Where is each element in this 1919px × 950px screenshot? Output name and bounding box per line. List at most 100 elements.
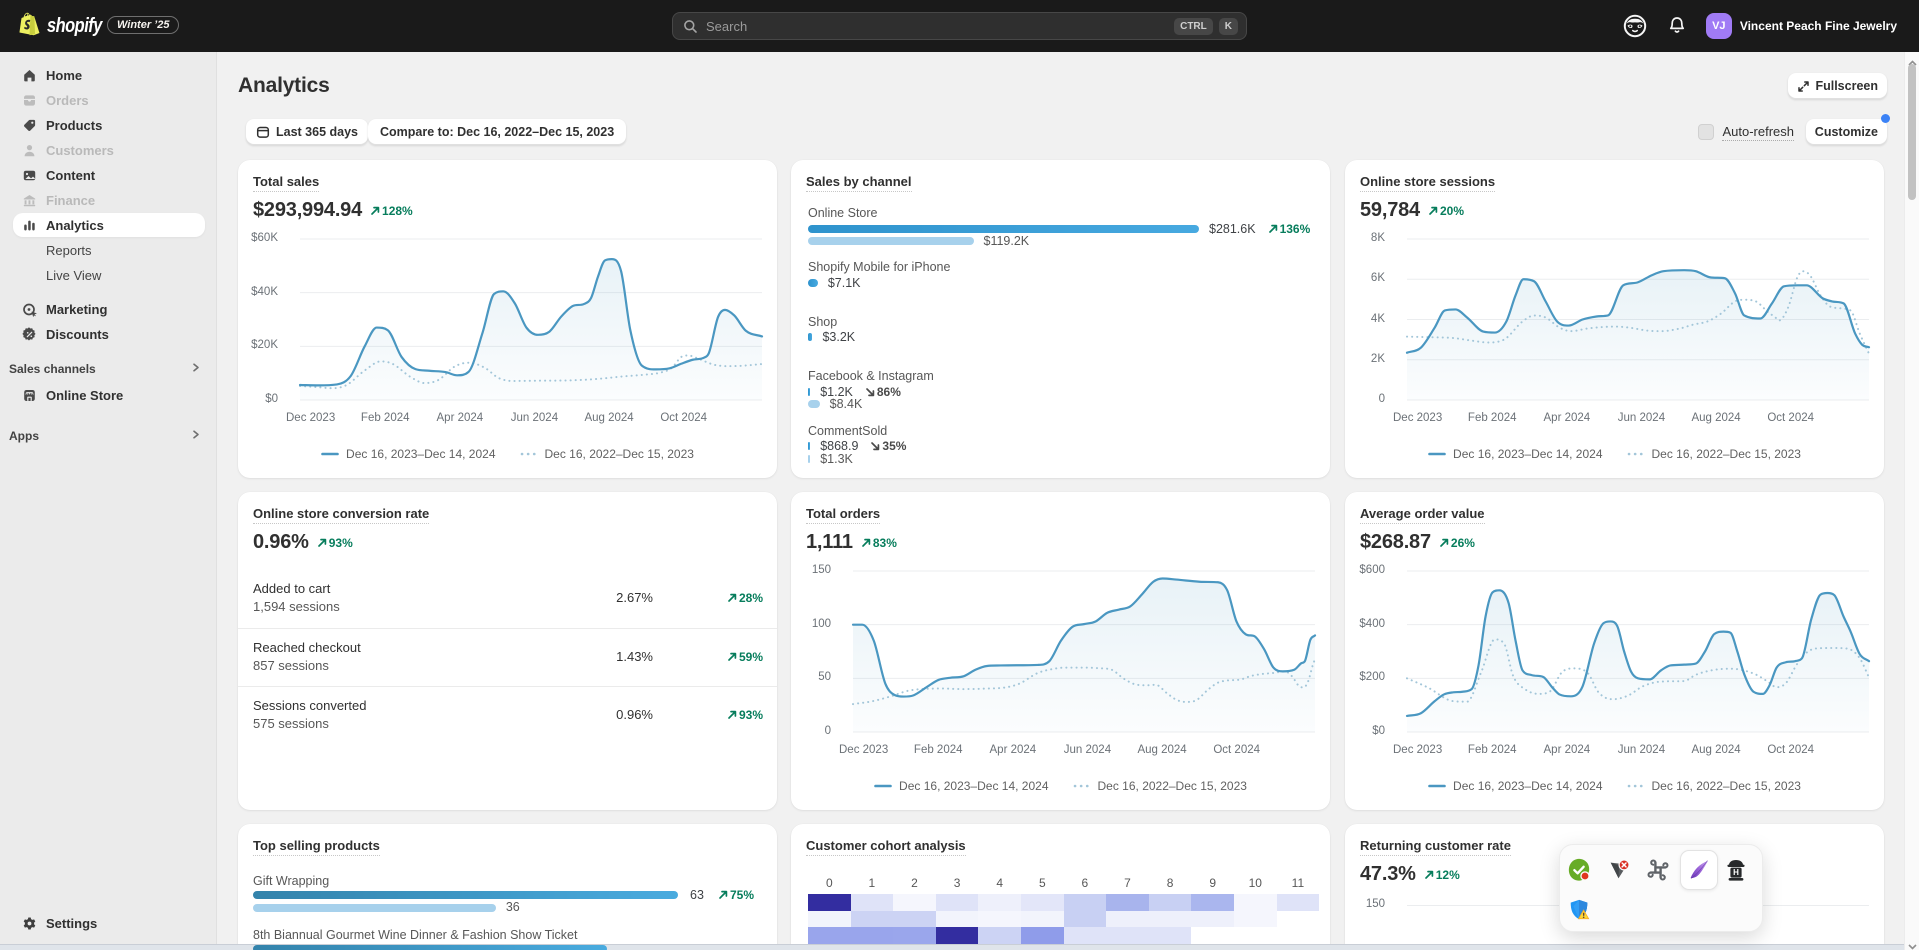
adblock-check-extension-icon[interactable] [1567, 858, 1591, 882]
sidebar: Home Orders Products Customers Content Financ… [0, 52, 217, 950]
defender-shield-warning-icon[interactable] [1567, 898, 1591, 922]
x-axis-tick: Aug 2024 [1691, 412, 1741, 424]
legend-previous: Dec 16, 2022–Dec 15, 2023 [1627, 447, 1801, 461]
cohort-cell [850, 910, 894, 927]
sidebar-section-sales-channels[interactable]: Sales channels [9, 361, 209, 377]
compare-button[interactable]: Compare to: Dec 16, 2022–Dec 15, 2023 [368, 119, 627, 145]
v-blocker-extension-icon[interactable] [1607, 858, 1631, 882]
clover-extension-icon[interactable] [1646, 858, 1670, 882]
delta-value: 59% [738, 650, 763, 664]
metric-delta: 20% [1428, 204, 1464, 218]
sidebar-item-home[interactable]: Home [13, 63, 205, 87]
y-axis-tick: 0 [824, 725, 831, 737]
auto-refresh-toggle[interactable]: Auto-refresh [1698, 119, 1794, 145]
sidebar-item-reports[interactable]: Reports [13, 238, 205, 262]
sidebar-section-apps[interactable]: Apps [9, 428, 209, 444]
x-axis-tick: Apr 2024 [989, 744, 1037, 756]
legend-dotted-swatch [1073, 784, 1090, 788]
delta-value: 86% [876, 384, 901, 399]
scroll-down-arrow-icon[interactable] [1908, 938, 1917, 950]
line-chart [1405, 238, 1871, 401]
sidebar-section-label: Apps [9, 429, 39, 443]
chevron-right-icon [190, 427, 201, 445]
y-axis-tick: 0 [1378, 393, 1385, 405]
scrollbar-thumb[interactable] [1908, 64, 1916, 200]
delta: 136% [1268, 222, 1310, 236]
y-axis-tick: $600 [1359, 564, 1385, 576]
card-metric: 1,111 83% [806, 531, 897, 554]
card-title: Online store sessions [1360, 174, 1496, 192]
date-range-button[interactable]: Last 365 days [246, 119, 368, 145]
products-icon [22, 118, 37, 133]
store-name: Vincent Peach Fine Jewelry [1739, 19, 1897, 33]
shopify-logo[interactable]: shopify [19, 12, 114, 41]
channel-label: Shop [808, 314, 838, 329]
cohort-cell [1021, 910, 1064, 927]
fullscreen-button[interactable]: Fullscreen [1788, 73, 1887, 99]
sidebar-item-content[interactable]: Content [13, 163, 205, 187]
x-axis-tick: Apr 2024 [1543, 412, 1591, 424]
sidebar-item-settings[interactable]: Settings [13, 911, 214, 935]
sidebar-item-label: Customers [46, 142, 114, 158]
feather-extension-icon[interactable] [1680, 850, 1718, 890]
sidebar-item-discounts[interactable]: Discounts [13, 322, 205, 346]
x-axis-tick: Jun 2024 [510, 412, 559, 424]
legend-current: Dec 16, 2023–Dec 14, 2024 [1428, 779, 1603, 793]
sidebar-item-orders[interactable]: Orders [13, 88, 205, 112]
x-axis-tick: Jun 2024 [1617, 744, 1666, 756]
cohort-column-header: 9 [1209, 876, 1217, 890]
scroll-up-arrow-icon[interactable] [1908, 55, 1917, 66]
notifications-bell-icon[interactable] [1666, 15, 1688, 37]
sidebar-item-customers[interactable]: Customers [13, 138, 205, 162]
funnel-step-rate: 1.43% [616, 649, 653, 664]
legend-dotted-swatch [1627, 452, 1644, 456]
delta-value: 93% [738, 708, 763, 722]
legend-label: Dec 16, 2023–Dec 14, 2024 [899, 779, 1049, 793]
delta: 86% [865, 385, 901, 399]
sidebar-item-products[interactable]: Products [13, 113, 205, 137]
x-axis-tick: Feb 2024 [1467, 412, 1517, 424]
y-axis-tick: 4K [1370, 312, 1385, 325]
legend-current: Dec 16, 2023–Dec 14, 2024 [1428, 447, 1603, 461]
sidebar-item-finance[interactable]: Finance [13, 188, 205, 212]
legend-label: Dec 16, 2022–Dec 15, 2023 [1651, 779, 1801, 793]
auto-refresh-checkbox[interactable] [1698, 124, 1715, 140]
funnel-step-label: Reached checkout [253, 640, 361, 655]
legend-label: Dec 16, 2023–Dec 14, 2024 [1453, 779, 1603, 793]
topbar: shopify Winter ’25 Search CTRL K [0, 0, 1919, 52]
card-total-sales: Total sales $293,994.94 128% $60K $40K $20K $0… [238, 160, 777, 478]
search-input[interactable]: Search CTRL K [672, 12, 1247, 40]
cohort-cell [1021, 894, 1064, 911]
winter-25-badge[interactable]: Winter ’25 [107, 16, 180, 34]
metric-value: 47.3% [1360, 863, 1416, 885]
settings-icon [22, 916, 37, 931]
horizontal-scrollbar[interactable] [0, 944, 1919, 950]
y-axis-tick: $0 [265, 393, 278, 405]
legend-dotted-swatch [1627, 784, 1644, 788]
sidebar-item-marketing[interactable]: Marketing [13, 297, 205, 321]
delta-value: 35% [882, 439, 907, 454]
shopify-bag-icon [19, 12, 40, 41]
cohort-cell [1148, 910, 1192, 927]
channel-current-bar [808, 387, 811, 396]
sidebar-item-online-store[interactable]: Online Store [13, 383, 205, 407]
card-metric: $268.87 26% [1360, 531, 1475, 554]
y-axis-tick: $60K [251, 232, 278, 244]
sidekick-icon[interactable] [1622, 13, 1648, 39]
sidebar-item-label: Marketing [46, 301, 108, 317]
cohort-column-header: 10 [1248, 876, 1262, 890]
cohort-cell [850, 894, 894, 911]
cohort-cell [935, 910, 979, 927]
cohort-cell [893, 927, 936, 944]
sidebar-item-live-view[interactable]: Live View [13, 263, 205, 287]
hydrant-extension-icon[interactable]: H [1724, 858, 1748, 882]
vertical-scrollbar[interactable] [1904, 52, 1919, 950]
sidebar-item-label: Live View [46, 267, 102, 283]
store-account-menu[interactable]: VJ Vincent Peach Fine Jewelry [1705, 13, 1897, 39]
legend-dotted-swatch [520, 452, 537, 456]
funnel-step-rate: 2.67% [616, 590, 653, 605]
customize-button[interactable]: Customize [1805, 119, 1887, 145]
sidebar-item-analytics[interactable]: Analytics [13, 213, 205, 237]
card-top-selling-products: Top selling products Gift Wrapping 63 75% 36… [238, 824, 777, 950]
chart-legend: Dec 16, 2023–Dec 14, 2024 Dec 16, 2022–De… [791, 779, 1330, 793]
